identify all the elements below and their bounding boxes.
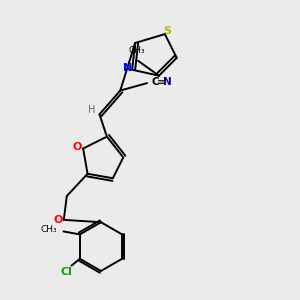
Text: C: C <box>152 76 159 87</box>
Text: N: N <box>123 63 132 73</box>
Text: ≡: ≡ <box>157 76 165 87</box>
Text: S: S <box>163 26 171 36</box>
Text: O: O <box>73 142 82 152</box>
Text: CH₃: CH₃ <box>40 226 57 235</box>
Text: CH₃: CH₃ <box>128 46 145 56</box>
Text: N: N <box>164 76 172 87</box>
Text: H: H <box>88 105 96 115</box>
Text: Cl: Cl <box>61 267 72 277</box>
Text: O: O <box>53 215 62 225</box>
